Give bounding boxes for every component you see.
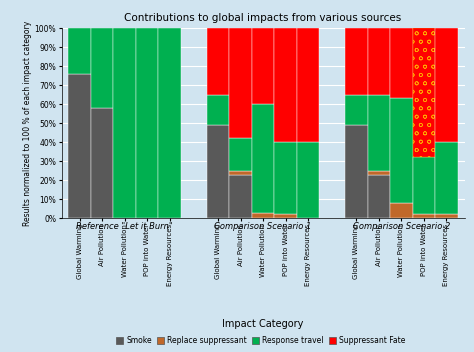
Bar	[274, 142, 297, 214]
Bar	[113, 28, 136, 218]
Bar	[274, 214, 297, 218]
Text: Comparison Scenario 1: Comparison Scenario 1	[214, 222, 312, 231]
Bar	[252, 213, 274, 218]
Bar	[413, 157, 435, 214]
Y-axis label: Results normalized to 100 % of each impact category: Results normalized to 100 % of each impa…	[23, 20, 32, 226]
Bar	[413, 214, 435, 218]
Bar	[229, 138, 252, 171]
Bar	[207, 95, 229, 125]
Bar	[207, 28, 229, 95]
Legend: Smoke, Replace suppressant, Response travel, Suppressant Fate: Smoke, Replace suppressant, Response tra…	[113, 333, 409, 348]
Bar	[390, 203, 413, 218]
Bar	[390, 99, 413, 203]
Title: Contributions to global impacts from various sources: Contributions to global impacts from var…	[125, 13, 401, 23]
Bar	[91, 28, 113, 108]
Bar	[252, 104, 274, 213]
Bar	[274, 28, 297, 142]
Bar	[229, 171, 252, 175]
Bar	[297, 142, 319, 218]
Bar	[345, 95, 368, 125]
Text: Reference "Let it Burn": Reference "Let it Burn"	[76, 222, 173, 231]
Bar	[136, 28, 158, 218]
Text: Impact Category: Impact Category	[222, 319, 304, 329]
Bar	[368, 171, 390, 175]
Bar	[345, 28, 368, 95]
Bar	[297, 28, 319, 142]
Bar	[91, 108, 113, 218]
Bar	[413, 28, 435, 157]
Bar	[68, 74, 91, 218]
Bar	[435, 28, 458, 142]
Bar	[252, 28, 274, 104]
Bar	[435, 214, 458, 218]
Bar	[207, 125, 229, 218]
Bar	[158, 28, 181, 218]
Bar	[229, 175, 252, 218]
Bar	[229, 28, 252, 138]
Bar	[435, 142, 458, 214]
Bar	[68, 28, 91, 74]
Text: Comparison Scenario 2: Comparison Scenario 2	[353, 222, 450, 231]
Bar	[368, 95, 390, 171]
Bar	[345, 125, 368, 218]
Bar	[368, 175, 390, 218]
Bar	[390, 28, 413, 99]
Bar	[368, 28, 390, 95]
